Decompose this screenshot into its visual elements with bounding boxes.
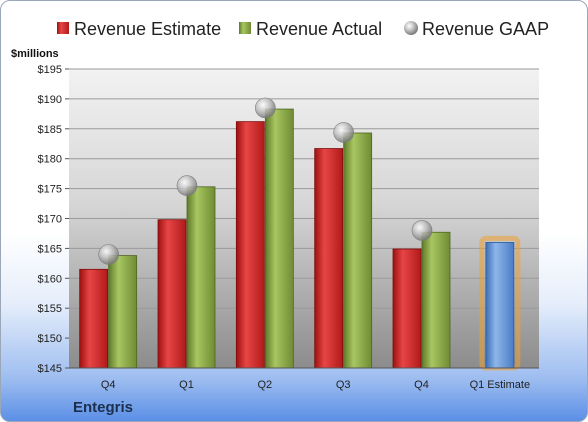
bar-revenue-estimate — [314, 148, 344, 369]
bar-revenue-estimate — [235, 121, 265, 369]
legend-swatch-revenue-estimate — [57, 22, 69, 34]
bar-revenue-actual — [186, 186, 216, 369]
y-tick-label: $155 — [38, 303, 62, 315]
y-tick-label: $145 — [38, 363, 62, 375]
x-tick-label: Q1 — [179, 379, 194, 391]
point-revenue-gaap — [333, 122, 354, 143]
gaap-points — [98, 97, 433, 265]
legend-label-revenue-actual: Revenue Actual — [256, 19, 382, 39]
x-tick-label: Q2 — [257, 379, 272, 391]
bar-revenue-actual — [264, 108, 294, 369]
bar-q1-estimate — [485, 242, 515, 369]
bar-revenue-actual — [421, 231, 451, 369]
legend-swatch-revenue-actual — [239, 22, 251, 34]
y-tick-label: $175 — [38, 184, 62, 196]
y-tick-label: $170 — [38, 214, 62, 226]
y-tick-label: $190 — [38, 94, 62, 106]
bar-marks — [79, 108, 521, 371]
y-tick-label: $195 — [38, 64, 62, 76]
y-tick-label: $180 — [38, 154, 62, 166]
x-tick-label: Q3 — [336, 379, 351, 391]
point-revenue-gaap — [255, 97, 276, 119]
legend-swatch-revenue-gaap — [404, 21, 418, 35]
y-axis-unit-label: $millions — [11, 48, 59, 60]
legend-label-revenue-gaap: Revenue GAAP — [422, 19, 549, 39]
point-revenue-gaap — [176, 175, 198, 196]
y-axis-ticks: $145 $150 $155 $160 $165 $170 $175 $180 $185 $190… — [38, 64, 69, 375]
point-revenue-gaap — [98, 244, 119, 265]
y-tick-label: $160 — [38, 273, 62, 285]
bar-revenue-estimate — [392, 248, 422, 369]
bar-revenue-estimate — [157, 219, 187, 369]
legend-label-revenue-estimate: Revenue Estimate — [74, 19, 221, 39]
point-revenue-gaap — [411, 220, 433, 241]
x-tick-label: Q4 — [414, 379, 429, 391]
y-tick-label: $165 — [38, 243, 62, 255]
x-axis-ticks: Q4 Q1 Q2 Q3 Q4 Q1 Estimate — [101, 379, 530, 391]
x-tick-label: Q1 Estimate — [470, 379, 531, 391]
y-tick-label: $150 — [38, 333, 62, 345]
company-name: Entegris — [73, 399, 134, 416]
gridlines — [69, 68, 539, 369]
x-tick-label: Q4 — [101, 379, 116, 391]
chart-legend: Revenue Estimate Revenue Actual Revenue … — [57, 19, 549, 39]
bar-revenue-actual — [108, 255, 138, 369]
bar-revenue-estimate — [79, 268, 109, 369]
bar-revenue-actual — [343, 132, 373, 369]
y-tick-label: $185 — [38, 124, 62, 136]
